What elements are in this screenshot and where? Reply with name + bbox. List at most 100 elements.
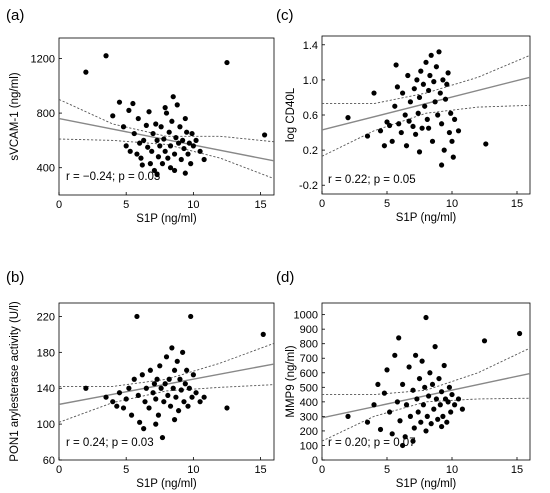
data-point [116, 99, 123, 105]
data-point [181, 145, 187, 152]
data-point [403, 402, 410, 408]
plot-frame [58, 302, 275, 461]
data-point [377, 128, 384, 134]
data-point [415, 110, 421, 116]
data-point [130, 100, 136, 107]
data-point [483, 141, 489, 147]
data-point [159, 434, 166, 441]
data-point [418, 68, 424, 74]
data-point [103, 53, 109, 59]
correlation-annotation: r = 0.24; p = 0.03 [66, 437, 154, 449]
data-point [403, 143, 410, 149]
x-tick-label: 10 [187, 464, 199, 476]
data-point [184, 129, 190, 135]
data-point [167, 165, 174, 171]
data-point [177, 376, 183, 382]
data-point [174, 358, 180, 364]
data-point [178, 156, 184, 163]
x-tick-label: 0 [319, 198, 325, 210]
data-point [190, 372, 196, 378]
data-point [441, 147, 447, 153]
data-point [167, 143, 174, 149]
data-point [423, 59, 429, 65]
data-point [407, 413, 413, 419]
data-point [171, 367, 178, 373]
data-point [142, 399, 148, 405]
data-point [157, 363, 163, 369]
y-axis-label: PON1 arylesterase activity (U/l) [9, 301, 21, 462]
data-point [185, 151, 191, 157]
y-tick-label: 900 [300, 324, 318, 336]
data-point [188, 161, 194, 167]
data-point [182, 381, 188, 387]
data-point [439, 121, 445, 127]
data-point [139, 162, 145, 168]
data-point [429, 381, 436, 388]
data-point [415, 409, 421, 415]
regression-line [322, 76, 530, 131]
panel-letter: (d) [276, 269, 294, 286]
data-point [169, 118, 175, 124]
regression-line [322, 372, 530, 419]
data-point [189, 394, 195, 400]
data-point [135, 392, 141, 399]
data-point [437, 402, 443, 408]
data-point [110, 399, 116, 405]
y-tick-label: 1.4 [303, 40, 318, 52]
panel-b: (b) 0 5 10 15 60 100 140 180 220 S1P (ng/ml) PON1 a… [6, 269, 275, 490]
data-point [371, 90, 377, 96]
data-point [137, 419, 143, 425]
x-tick-label: 0 [319, 464, 325, 476]
data-point [410, 438, 416, 444]
data-point [432, 344, 438, 350]
data-point [193, 137, 199, 143]
y-tick-label: 1000 [294, 310, 318, 322]
data-point [416, 149, 423, 155]
data-point [153, 396, 159, 402]
data-point [345, 115, 351, 121]
data-point [150, 390, 156, 396]
data-point [154, 376, 160, 382]
correlation-annotation: r = 0.22; p = 0.05 [328, 174, 416, 186]
y-tick-label: 1200 [31, 53, 55, 65]
data-point [422, 103, 428, 109]
regression-line [59, 117, 274, 162]
data-point [138, 155, 144, 161]
data-point [103, 394, 109, 400]
data-point [414, 396, 420, 402]
data-point [394, 399, 400, 405]
data-point [163, 354, 170, 360]
data-point [158, 385, 164, 391]
data-point [127, 148, 133, 154]
data-point [178, 387, 184, 393]
correlation-annotation: r = −0.24; p = 0.03 [66, 171, 160, 183]
data-point [400, 381, 406, 388]
data-point [445, 399, 451, 405]
data-point [153, 421, 159, 427]
panel-c: (c) 0 5 10 15 -0.2 0.2 0.6 1.0 1.4 S1P (ng/ml) log … [276, 7, 531, 224]
ci-lower-line [59, 384, 274, 423]
data-point [389, 431, 395, 437]
data-point [141, 426, 147, 432]
data-point [428, 421, 434, 427]
data-point [481, 338, 488, 344]
data-point [193, 390, 199, 396]
data-point [389, 138, 395, 144]
y-tick-label: 180 [37, 347, 55, 359]
data-point [406, 118, 412, 124]
data-point [161, 136, 167, 142]
data-point [455, 128, 462, 134]
ci-upper-line [322, 347, 530, 396]
data-point [429, 138, 436, 144]
data-point [420, 402, 426, 408]
y-tick-label: 220 [37, 311, 55, 323]
data-point [143, 385, 149, 391]
y-tick-label: 100 [37, 419, 55, 431]
data-point [440, 413, 446, 419]
data-point [393, 62, 399, 68]
data-point [224, 405, 230, 411]
data-point [439, 389, 445, 395]
data-point [396, 121, 402, 127]
data-point [182, 115, 188, 122]
data-point [166, 129, 172, 135]
